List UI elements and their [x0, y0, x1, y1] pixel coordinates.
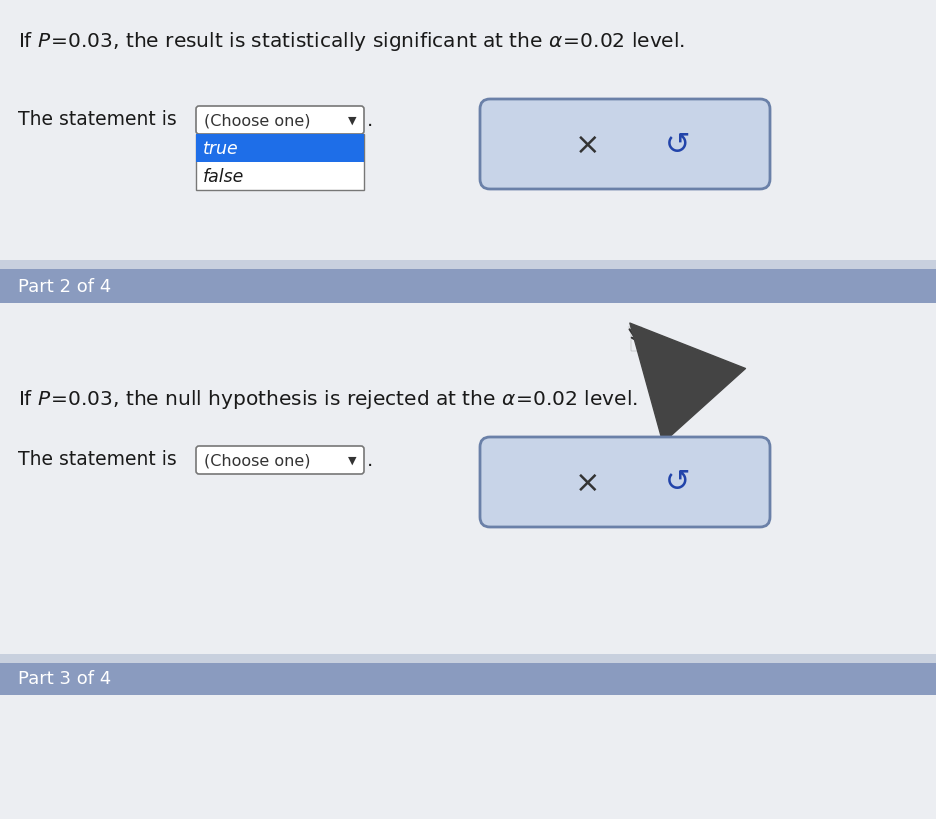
Bar — [0, 260, 936, 269]
Bar — [0, 269, 936, 304]
Bar — [0, 661, 936, 695]
Text: ×: × — [575, 468, 600, 497]
Text: ▼: ▼ — [348, 115, 357, 126]
Bar — [0, 695, 936, 819]
Text: false: false — [203, 168, 244, 186]
Text: .: . — [367, 111, 373, 130]
Bar — [0, 304, 936, 655]
Text: ↺: ↺ — [665, 468, 690, 497]
Bar — [0, 0, 936, 262]
Text: Part 3 of 4: Part 3 of 4 — [18, 669, 111, 687]
Text: If $P\!=\!0.03$, the null hypothesis is rejected at the $\alpha\!=\!0.02$ level.: If $P\!=\!0.03$, the null hypothesis is … — [18, 387, 638, 410]
Text: The statement is: The statement is — [18, 110, 177, 129]
Text: (Choose one): (Choose one) — [204, 453, 311, 468]
Text: .: . — [367, 451, 373, 470]
Bar — [0, 654, 936, 663]
FancyBboxPatch shape — [196, 106, 364, 135]
Bar — [196, 135, 364, 191]
Text: If $P\!=\!0.03$, the result is statistically significant at the $\alpha\!=\!0.02: If $P\!=\!0.03$, the result is statistic… — [18, 30, 685, 53]
Text: ×: × — [575, 130, 600, 160]
Text: (Choose one): (Choose one) — [204, 113, 311, 129]
Bar — [196, 135, 364, 163]
Text: Part 2 of 4: Part 2 of 4 — [18, 278, 111, 296]
FancyBboxPatch shape — [480, 100, 770, 190]
Text: true: true — [203, 140, 239, 158]
FancyBboxPatch shape — [196, 446, 364, 474]
Text: ↺: ↺ — [665, 130, 690, 160]
Text: ▼: ▼ — [348, 455, 357, 465]
FancyBboxPatch shape — [480, 437, 770, 527]
Text: The statement is: The statement is — [18, 450, 177, 468]
